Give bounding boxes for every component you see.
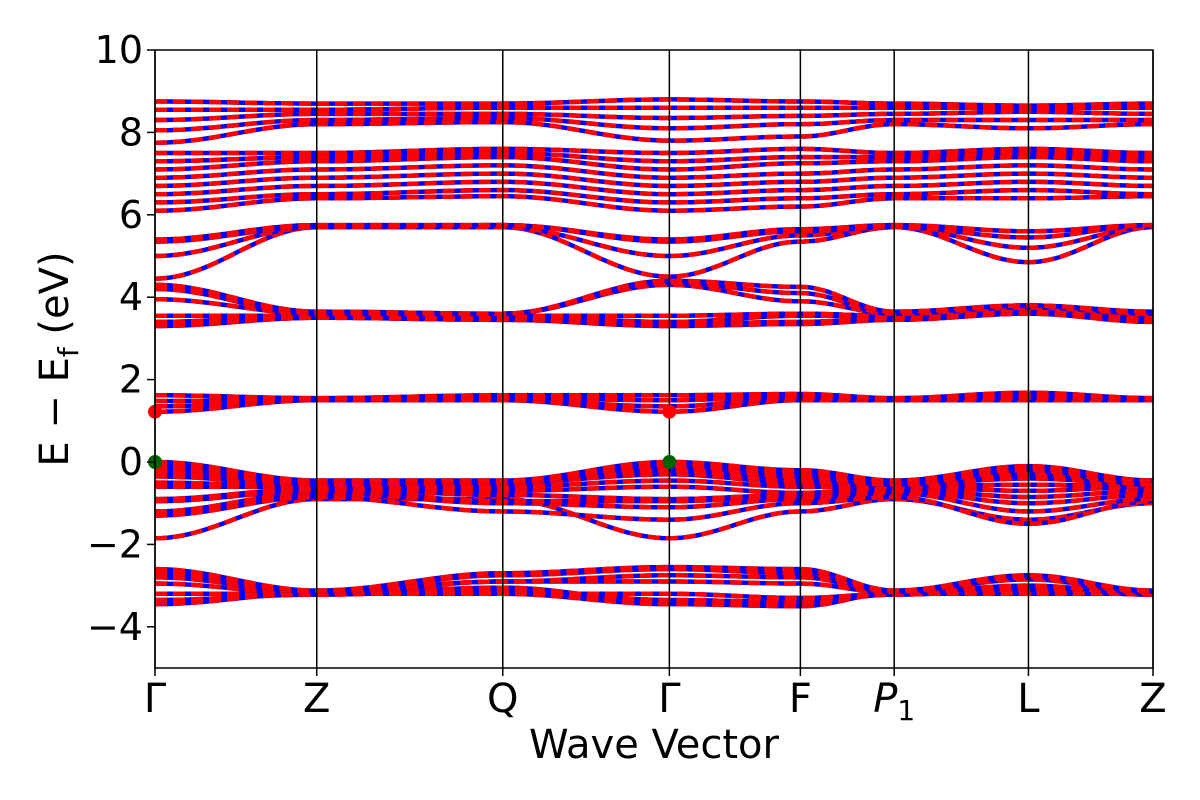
x-axis-kpoint-labels: Γ Z Q Γ F P1 L Z: [144, 668, 1167, 727]
x-tick-label: L: [1017, 676, 1040, 722]
plot-frame: [154, 49, 1154, 669]
y-axis-label: E − Ef (eV): [32, 251, 85, 466]
band-line-spin-down: [154, 194, 1153, 213]
vbm-marker: [662, 455, 677, 469]
band-line-spin-down: [154, 459, 1153, 483]
band-line-spin-down: [155, 150, 1153, 164]
band-line-spin-down: [154, 494, 1154, 527]
y-axis-label-main: E − E: [32, 357, 78, 467]
band-line-spin-down: [154, 486, 1154, 502]
kpoint-label: Z: [303, 676, 330, 722]
y-tick-label: 2: [119, 358, 143, 402]
band-line-spin-down: [155, 467, 1153, 485]
cbm-marker: [662, 404, 677, 419]
kpoint-label: P: [873, 676, 898, 722]
y-tick-label: −2: [87, 522, 143, 566]
kpoint-label-subscript: 1: [897, 694, 915, 727]
band-line-spin-down: [155, 587, 1154, 605]
y-axis-ticks: −4 −2 0 2 4 6 8 10: [87, 28, 155, 649]
band-line-spin-down: [155, 187, 1153, 205]
y-tick-label: 10: [95, 28, 143, 72]
band-line-spin-down: [154, 564, 1153, 593]
band-line-spin-down: [154, 472, 1154, 487]
band-line-spin-down: [154, 119, 1153, 145]
band-line-spin-down: [154, 278, 1153, 316]
band-line-spin-down: [155, 97, 1153, 108]
x-tick-label: P1: [873, 676, 915, 727]
x-tick-label: Γ: [144, 676, 167, 722]
band-line-spin-down: [155, 115, 1153, 133]
kpoint-label: F: [789, 676, 812, 722]
band-line-spin-down: [155, 179, 1154, 197]
band-line-spin-down: [155, 163, 1153, 180]
band-line-spin-down: [154, 280, 1154, 316]
kpoint-label: Z: [1139, 676, 1166, 722]
kpoint-label: L: [1017, 676, 1040, 722]
band-edge-markers: [148, 404, 677, 469]
band-line-spin-down: [154, 171, 1153, 189]
kpoint-label: Q: [487, 676, 518, 722]
band-line-spin-down: [155, 591, 1153, 601]
bands-layer: [154, 97, 1154, 609]
band-line-spin-down: [154, 579, 1153, 597]
kpoint-label: Γ: [658, 676, 681, 722]
band-line-spin-down: [155, 478, 1153, 489]
x-tick-label: Z: [303, 676, 330, 722]
band-line-spin-down: [155, 490, 1153, 514]
band-line-spin-down: [154, 224, 1153, 259]
y-tick-label: 6: [119, 193, 143, 237]
x-tick-label: Q: [487, 676, 518, 722]
band-line-spin-down: [155, 109, 1153, 123]
band-line-spin-down: [155, 222, 1153, 242]
y-tick-label: 8: [119, 110, 143, 154]
x-tick-label: Z: [1139, 676, 1166, 722]
x-tick-label: F: [789, 676, 812, 722]
x-axis-label: Wave Vector: [529, 722, 780, 768]
y-tick-label: 4: [119, 275, 143, 319]
y-axis-label-subscript: f: [52, 346, 85, 357]
kpoint-label: Γ: [144, 676, 167, 722]
y-axis-label-unit: (eV): [32, 251, 78, 347]
band-line-spin-down: [155, 390, 1153, 401]
band-line-spin-down: [155, 146, 1153, 156]
x-tick-label: Γ: [658, 676, 681, 722]
y-tick-label: −4: [87, 605, 143, 649]
band-line-spin-down: [155, 484, 1153, 496]
band-line-spin-down: [155, 393, 1153, 404]
y-tick-label: 0: [119, 440, 143, 484]
band-line-spin-down: [154, 154, 1153, 172]
